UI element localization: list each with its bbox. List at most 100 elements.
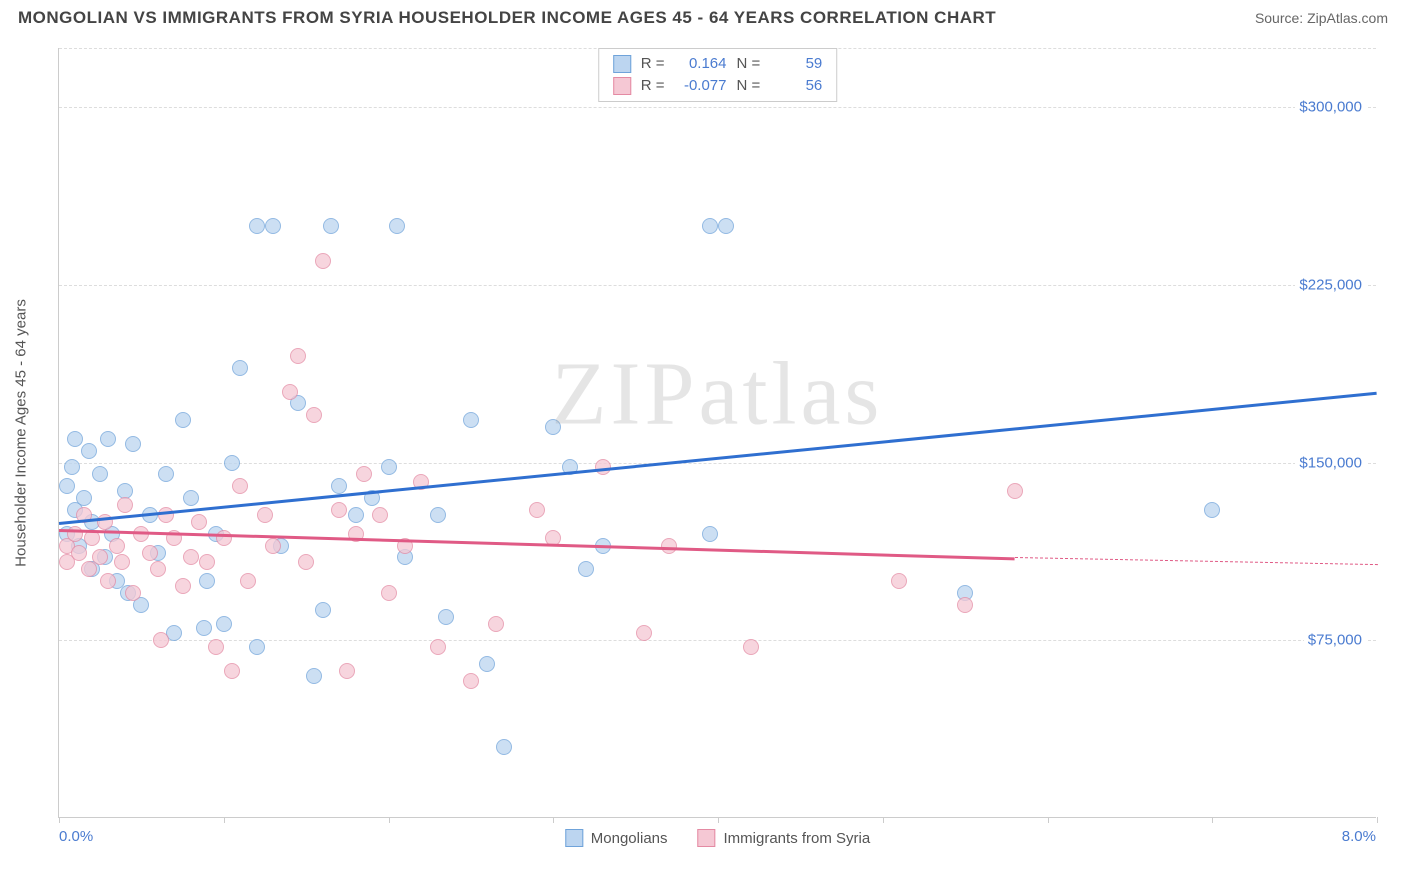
data-point [100, 431, 116, 447]
data-point [64, 459, 80, 475]
trend-line [1015, 557, 1377, 565]
data-point [545, 419, 561, 435]
data-point [114, 554, 130, 570]
y-tick-label: $225,000 [1295, 276, 1366, 293]
y-axis-title: Householder Income Ages 45 - 64 years [13, 299, 30, 567]
legend-swatch-mongolians [565, 829, 583, 847]
data-point [175, 412, 191, 428]
bottom-legend-item-syria: Immigrants from Syria [698, 829, 871, 847]
data-point [216, 616, 232, 632]
r-label: R = [641, 75, 665, 97]
chart-title: MONGOLIAN VS IMMIGRANTS FROM SYRIA HOUSE… [18, 8, 996, 28]
data-point [306, 668, 322, 684]
data-point [282, 384, 298, 400]
r-label: R = [641, 53, 665, 75]
y-tick-label: $300,000 [1295, 99, 1366, 116]
x-tick [883, 817, 884, 823]
data-point [661, 538, 677, 554]
n-value-2: 56 [770, 75, 822, 97]
x-tick [1212, 817, 1213, 823]
gridline [59, 107, 1376, 108]
x-tick [59, 817, 60, 823]
data-point [175, 578, 191, 594]
source-attribution: Source: ZipAtlas.com [1255, 10, 1388, 26]
data-point [100, 573, 116, 589]
data-point [142, 545, 158, 561]
trend-line [59, 392, 1377, 525]
data-point [891, 573, 907, 589]
data-point [381, 459, 397, 475]
data-point [315, 253, 331, 269]
data-point [199, 554, 215, 570]
data-point [265, 218, 281, 234]
scatter-plot-area: ZIPatlas Householder Income Ages 45 - 64… [58, 48, 1376, 818]
data-point [265, 538, 281, 554]
data-point [71, 545, 87, 561]
x-tick [389, 817, 390, 823]
data-point [430, 507, 446, 523]
data-point [463, 412, 479, 428]
data-point [356, 466, 372, 482]
data-point [743, 639, 759, 655]
data-point [196, 620, 212, 636]
data-point [125, 436, 141, 452]
legend-label: Immigrants from Syria [724, 830, 871, 847]
data-point [224, 455, 240, 471]
data-point [438, 609, 454, 625]
n-label: N = [737, 75, 761, 97]
x-tick [1377, 817, 1378, 823]
data-point [529, 502, 545, 518]
x-tick [553, 817, 554, 823]
data-point [381, 585, 397, 601]
data-point [331, 502, 347, 518]
data-point [718, 218, 734, 234]
data-point [199, 573, 215, 589]
data-point [348, 507, 364, 523]
data-point [479, 656, 495, 672]
data-point [372, 507, 388, 523]
x-tick [224, 817, 225, 823]
data-point [153, 632, 169, 648]
data-point [183, 490, 199, 506]
data-point [232, 360, 248, 376]
legend-stats-box: R = 0.164 N = 59 R = -0.077 N = 56 [598, 48, 838, 102]
data-point [430, 639, 446, 655]
x-axis-max-label: 8.0% [1342, 828, 1376, 845]
data-point [76, 490, 92, 506]
data-point [59, 478, 75, 494]
data-point [1007, 483, 1023, 499]
gridline [59, 463, 1376, 464]
data-point [315, 602, 331, 618]
data-point [81, 443, 97, 459]
gridline [59, 285, 1376, 286]
data-point [67, 431, 83, 447]
bottom-legend-item-mongolians: Mongolians [565, 829, 668, 847]
data-point [702, 526, 718, 542]
data-point [158, 507, 174, 523]
data-point [249, 639, 265, 655]
legend-swatch-syria [613, 77, 631, 95]
r-value-2: -0.077 [675, 75, 727, 97]
data-point [702, 218, 718, 234]
y-tick-label: $75,000 [1304, 632, 1366, 649]
data-point [92, 466, 108, 482]
data-point [578, 561, 594, 577]
data-point [232, 478, 248, 494]
r-value-1: 0.164 [675, 53, 727, 75]
data-point [339, 663, 355, 679]
data-point [496, 739, 512, 755]
data-point [389, 218, 405, 234]
data-point [183, 549, 199, 565]
data-point [117, 497, 133, 513]
data-point [240, 573, 256, 589]
n-label: N = [737, 53, 761, 75]
data-point [191, 514, 207, 530]
data-point [92, 549, 108, 565]
legend-stats-row-2: R = -0.077 N = 56 [613, 75, 823, 97]
data-point [249, 218, 265, 234]
data-point [331, 478, 347, 494]
legend-stats-row-1: R = 0.164 N = 59 [613, 53, 823, 75]
data-point [463, 673, 479, 689]
legend-label: Mongolians [591, 830, 668, 847]
data-point [488, 616, 504, 632]
